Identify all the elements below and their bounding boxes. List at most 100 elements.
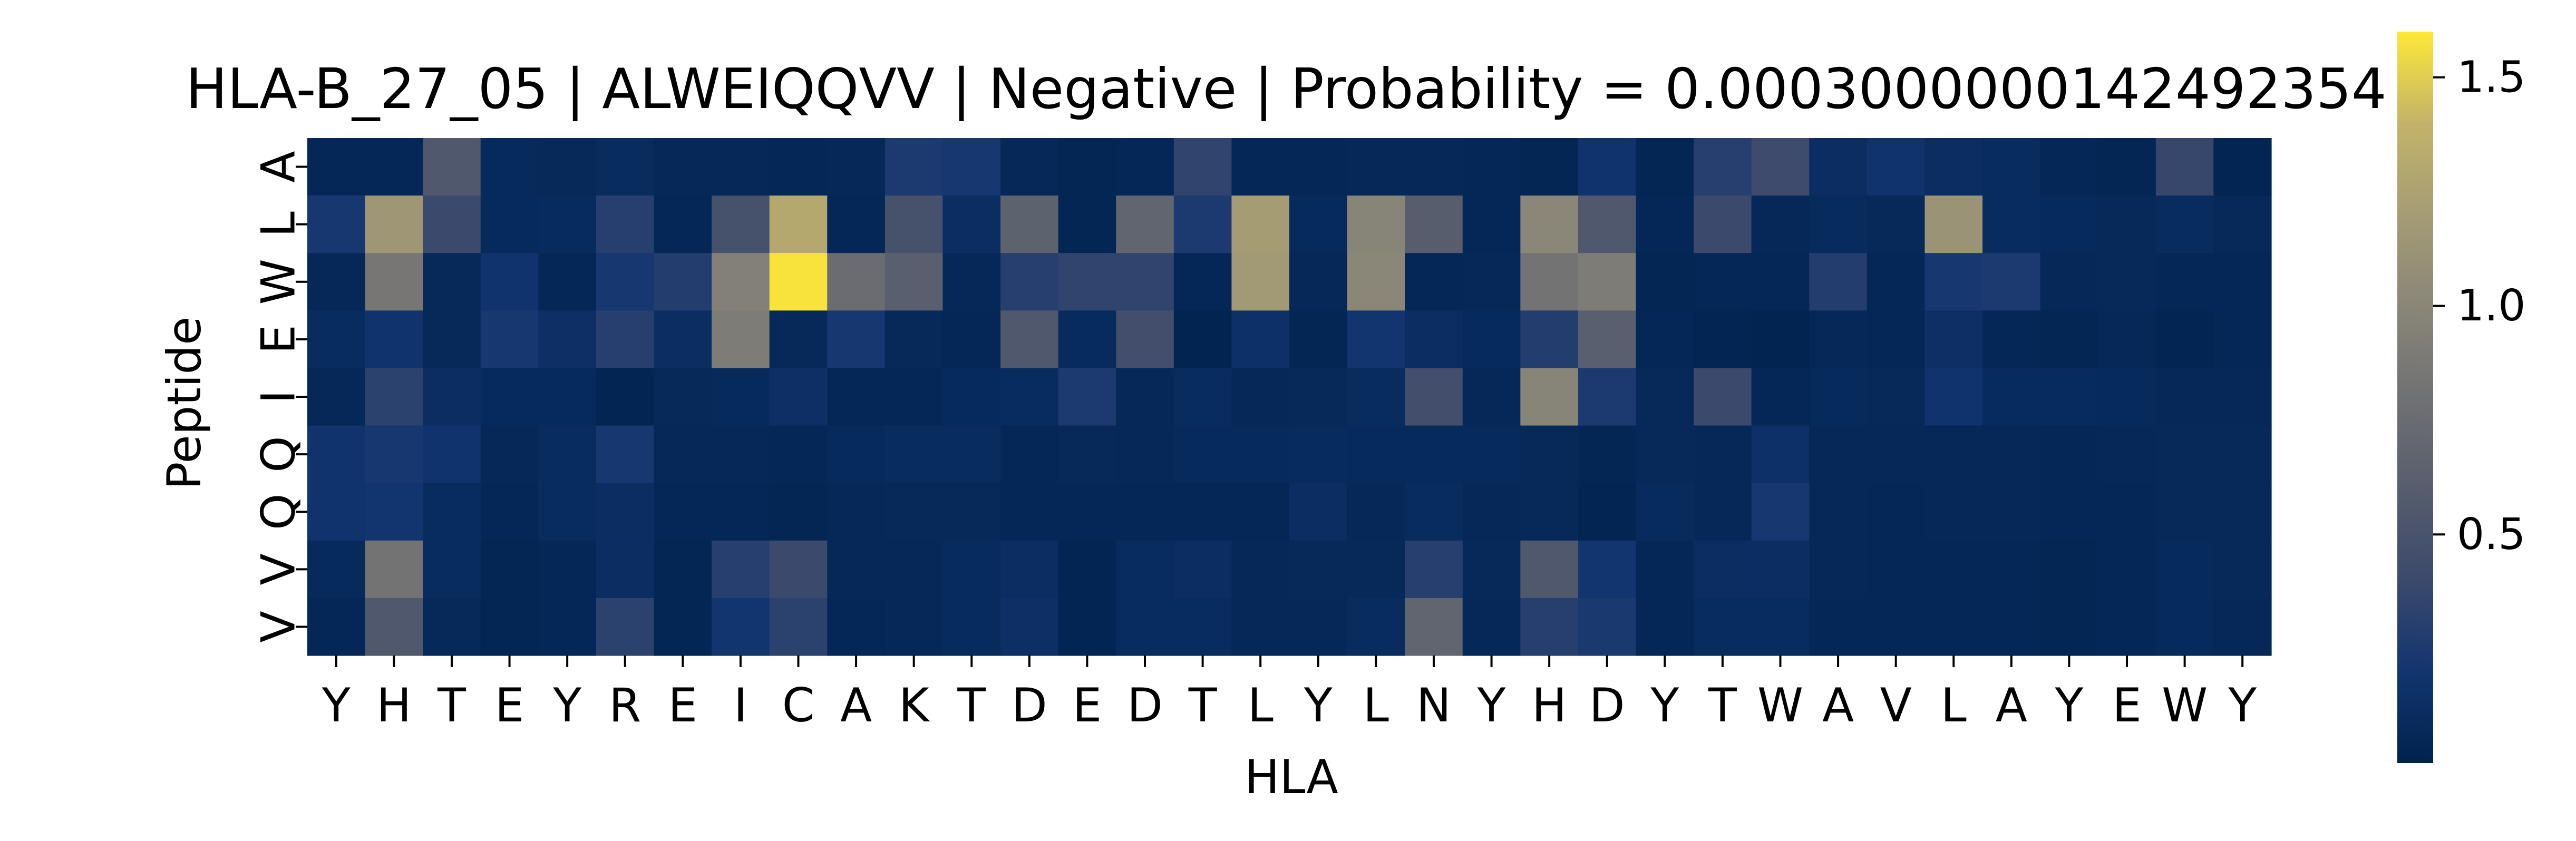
heatmap-cell xyxy=(538,310,597,369)
heatmap-cell xyxy=(2213,310,2272,369)
heatmap-cell xyxy=(1867,138,1926,196)
heatmap-cell xyxy=(596,368,655,426)
heatmap-cell xyxy=(1347,195,1405,253)
y-tick-label: V xyxy=(251,553,306,585)
x-tick-label: A xyxy=(840,678,872,732)
heatmap-cell xyxy=(2155,368,2214,426)
heatmap-cell xyxy=(1058,598,1116,656)
heatmap-cell xyxy=(2213,483,2272,541)
heatmap-cell xyxy=(1058,483,1116,541)
heatmap-cell xyxy=(827,310,886,369)
heatmap-cell xyxy=(1173,425,1232,484)
heatmap-cell xyxy=(884,425,944,484)
heatmap-cell xyxy=(1751,540,1810,599)
heatmap-cell xyxy=(538,195,597,253)
heatmap-cell xyxy=(2155,540,2214,599)
heatmap-cell xyxy=(538,598,597,656)
heatmap-cell xyxy=(769,195,828,253)
heatmap-cell xyxy=(1694,195,1752,253)
heatmap-cell xyxy=(1809,598,1868,656)
heatmap-cell xyxy=(2040,483,2098,541)
heatmap-cell xyxy=(1405,253,1463,311)
heatmap-cell xyxy=(1578,138,1637,196)
heatmap-cell xyxy=(654,483,712,541)
heatmap-cell xyxy=(1289,253,1348,311)
heatmap-cell xyxy=(1636,425,1694,484)
heatmap-cell xyxy=(1462,253,1521,311)
heatmap-cell xyxy=(423,425,481,484)
heatmap-cell xyxy=(942,540,1001,599)
heatmap-cell xyxy=(1982,598,2041,656)
heatmap-cell xyxy=(1636,138,1694,196)
heatmap-cell xyxy=(1231,483,1290,541)
heatmap-cell xyxy=(480,540,539,599)
chart-title: HLA-B_27_05 | ALWEIQQVV | Negative | Pro… xyxy=(186,57,2386,122)
heatmap-cell xyxy=(423,368,481,426)
heatmap-cell xyxy=(1347,483,1405,541)
heatmap-cell xyxy=(480,310,539,369)
x-tick-label: E xyxy=(495,678,524,732)
heatmap-cell xyxy=(2213,195,2272,253)
heatmap-cell xyxy=(827,598,886,656)
heatmap-cell xyxy=(1173,310,1232,369)
heatmap-cell xyxy=(2213,425,2272,484)
x-tick-label: Y xyxy=(1304,678,1333,732)
heatmap-cell xyxy=(1694,483,1752,541)
heatmap-cell xyxy=(365,253,423,311)
heatmap-cell xyxy=(942,483,1001,541)
heatmap-cell xyxy=(884,253,944,311)
heatmap-cell xyxy=(827,368,886,426)
heatmap-cell xyxy=(480,598,539,656)
colorbar-tick-label: 0.5 xyxy=(2457,510,2525,560)
heatmap-cell xyxy=(423,138,481,196)
heatmap-cell xyxy=(884,310,944,369)
heatmap-cell xyxy=(2098,540,2156,599)
y-tick-label: V xyxy=(251,611,306,642)
heatmap-cell xyxy=(1924,483,1983,541)
heatmap-cell xyxy=(1347,368,1405,426)
heatmap-cell xyxy=(1751,310,1810,369)
heatmap-cell xyxy=(769,425,828,484)
x-tick-label: Y xyxy=(322,678,351,732)
heatmap-cell xyxy=(942,425,1001,484)
heatmap-cell xyxy=(712,253,770,311)
heatmap-cell xyxy=(1058,195,1116,253)
heatmap-cell xyxy=(2155,598,2214,656)
heatmap-cell xyxy=(1000,598,1059,656)
heatmap-cell xyxy=(1058,425,1116,484)
heatmap-cell xyxy=(1000,540,1059,599)
heatmap-cell xyxy=(1578,425,1637,484)
heatmap-cell xyxy=(480,425,539,484)
heatmap-cell xyxy=(654,425,712,484)
heatmap-cell xyxy=(712,598,770,656)
heatmap-cell xyxy=(1347,540,1405,599)
heatmap-cell xyxy=(1809,368,1868,426)
heatmap-cell xyxy=(596,483,655,541)
heatmap-cell xyxy=(769,368,828,426)
heatmap-cell xyxy=(1231,368,1290,426)
heatmap-cell xyxy=(2040,138,2098,196)
heatmap-cell xyxy=(1173,195,1232,253)
heatmap-cell xyxy=(1058,310,1116,369)
heatmap-cell xyxy=(712,138,770,196)
heatmap-cell xyxy=(2213,540,2272,599)
heatmap-cell xyxy=(712,368,770,426)
heatmap-cell xyxy=(1809,425,1868,484)
heatmap-cell xyxy=(2098,598,2156,656)
heatmap-cell xyxy=(596,540,655,599)
heatmap-cell xyxy=(423,253,481,311)
heatmap-cell xyxy=(2098,195,2156,253)
heatmap-cell xyxy=(1462,368,1521,426)
heatmap-cell xyxy=(1520,368,1579,426)
x-tick-label: Y xyxy=(2055,678,2084,732)
heatmap-cell xyxy=(1867,253,1926,311)
heatmap-cell xyxy=(1462,598,1521,656)
heatmap-cell xyxy=(1924,425,1983,484)
y-tick-label: A xyxy=(251,151,306,182)
heatmap-cell xyxy=(1578,368,1637,426)
heatmap-cell xyxy=(1116,425,1174,484)
heatmap-cell xyxy=(1982,368,2041,426)
heatmap-cell xyxy=(654,598,712,656)
heatmap-cell xyxy=(1405,310,1463,369)
heatmap-cell xyxy=(1636,598,1694,656)
